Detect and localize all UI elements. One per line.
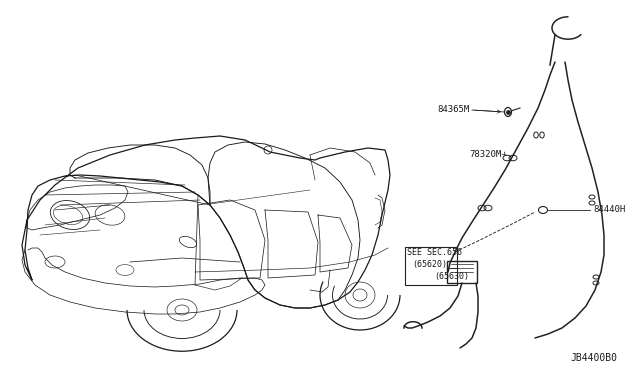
Text: JB4400B0: JB4400B0 [570, 353, 617, 363]
Text: 84440H: 84440H [593, 205, 625, 215]
Text: SEE SEC.656: SEE SEC.656 [407, 248, 462, 257]
Bar [405, 247, 457, 285]
Text: (65630): (65630) [434, 272, 469, 281]
Ellipse shape [264, 146, 272, 154]
Text: 84365M: 84365M [438, 106, 470, 115]
Ellipse shape [504, 108, 511, 116]
Text: (65620): (65620) [412, 260, 447, 269]
Text: 78320M: 78320M [470, 150, 502, 159]
